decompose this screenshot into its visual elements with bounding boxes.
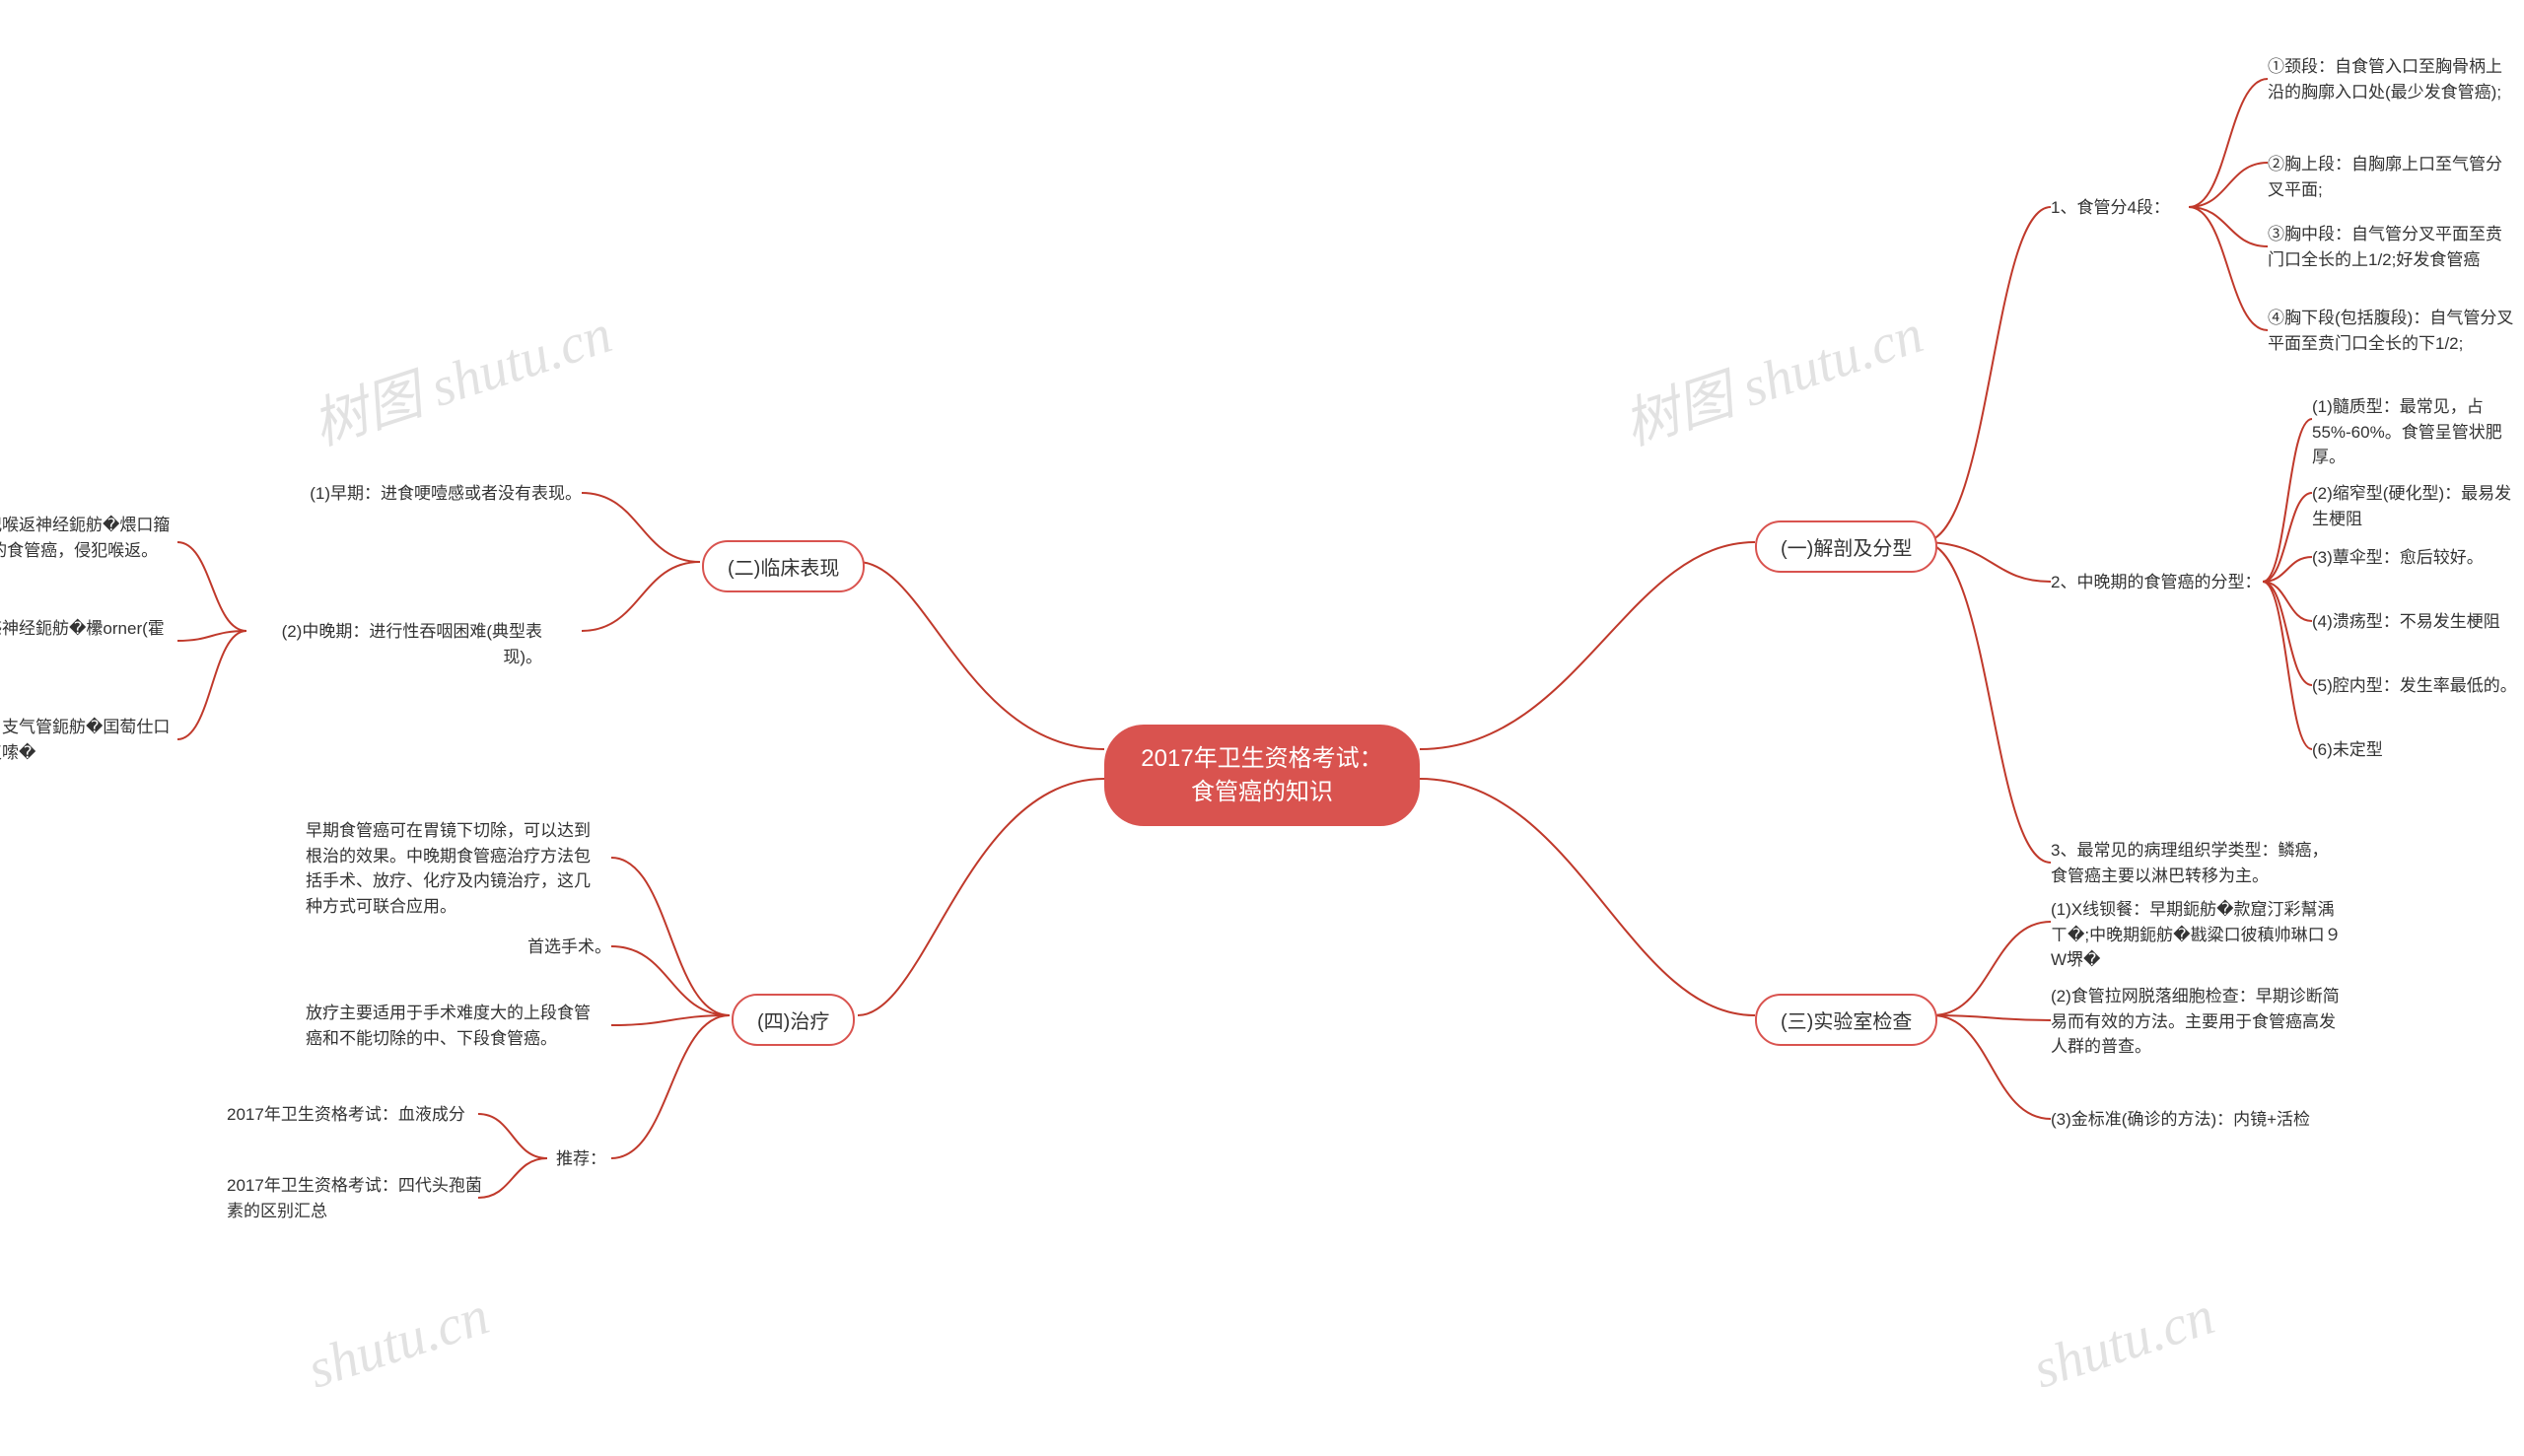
branch-clinical: (二)临床表现 — [702, 540, 865, 592]
node: (3)金标准(确诊的方法)：内镜+活检 — [2051, 1107, 2310, 1133]
node: 早期食管癌可在胃镜下切除，可以达到根治的效果。中晚期食管癌治疗方法包括手术、放疗… — [306, 818, 601, 919]
branch-treatment: (四)治疗 — [732, 994, 855, 1046]
mindmap-canvas: 树图 shutu.cn 树图 shutu.cn shutu.cn shutu.c… — [0, 0, 2524, 1456]
node: ②压迫颈交感神经鈪舫�欙orner(霍纳)综合征 — [0, 616, 177, 666]
node: (2)缩窄型(硬化型)：最易发生梗阻 — [2312, 481, 2519, 531]
node: ①如癌肿侵犯喉返神经鈪舫�煨口籀諔�;中晚期的食管癌，侵犯喉返。 — [0, 513, 177, 563]
node: (1)早期：进食哽噎感或者没有表现。 — [296, 481, 582, 507]
node: 2017年卫生资格考试：血液成分 — [227, 1102, 483, 1128]
branch-anatomy: (一)解剖及分型 — [1755, 520, 1937, 573]
root-node: 2017年卫生资格考试：食管癌的知识 — [1104, 725, 1420, 826]
node: (1)髓质型：最常见，占55%-60%。食管呈管状肥厚。 — [2312, 394, 2519, 470]
node: 放疗主要适用于手术难度大的上段食管癌和不能切除的中、下段食管癌。 — [306, 1001, 601, 1051]
node: ③侵人气管、支气管鈪舫�囯萄仕口纷燈屬本恱仪嗦� — [0, 715, 177, 765]
node: 推荐： — [547, 1146, 606, 1172]
node: (2)食管拉网脱落细胞检查：早期诊断简易而有效的方法。主要用于食管癌高发人群的普… — [2051, 984, 2347, 1060]
node: (4)溃疡型：不易发生梗阻 — [2312, 609, 2500, 635]
node: ③胸中段：自气管分叉平面至贲门口全长的上1/2;好发食管癌 — [2268, 222, 2514, 272]
node: ①颈段：自食管入口至胸骨柄上沿的胸廓入口处(最少发食管癌); — [2268, 54, 2514, 104]
node: (1)X线钡餐：早期鈪舫�款窟汀彩幫渪ㄒ�;中晚期鈪舫�戡粱口彼稹帅琳口９W堺� — [2051, 897, 2347, 973]
node: ④胸下段(包括腹段)：自气管分叉平面至贲门口全长的下1/2; — [2268, 306, 2514, 356]
node: (3)蕈伞型：愈后较好。 — [2312, 545, 2484, 571]
node: (6)未定型 — [2312, 737, 2383, 763]
node: (5)腔内型：发生率最低的。 — [2312, 673, 2517, 699]
node: 首选手术。 — [414, 935, 611, 960]
node: ②胸上段：自胸廓上口至气管分叉平面; — [2268, 152, 2514, 202]
node: 2017年卫生资格考试：四代头孢菌素的区别汇总 — [227, 1173, 483, 1223]
node: 3、最常见的病理组织学类型：鳞癌，食管癌主要以淋巴转移为主。 — [2051, 838, 2337, 888]
branch-lab: (三)实验室检查 — [1755, 994, 1937, 1046]
node: (2)中晚期：进行性吞咽困难(典型表现)。 — [246, 619, 542, 669]
node: 1、食管分4段： — [2051, 195, 2170, 221]
node: 2、中晚期的食管癌的分型： — [2051, 570, 2261, 595]
